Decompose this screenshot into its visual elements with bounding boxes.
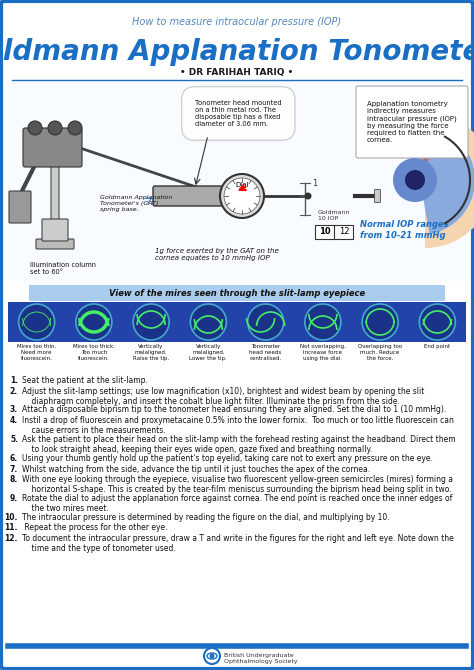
Text: To document the intraocular pressure, draw a T and write in the figures for the : To document the intraocular pressure, dr… — [22, 534, 454, 553]
Text: Vertically
malaligned.
Raise the tip.: Vertically malaligned. Raise the tip. — [133, 344, 169, 360]
Text: View of the mires seen through the slit-lamp eyepiece: View of the mires seen through the slit-… — [109, 289, 365, 297]
Text: Mires too thick.
Too much
fluorescein.: Mires too thick. Too much fluorescein. — [73, 344, 115, 360]
Text: Tonometer head mounted
on a thin metal rod. The
disposable tip has a fixed
diame: Tonometer head mounted on a thin metal r… — [195, 100, 282, 127]
Text: Illumination column
set to 60°: Illumination column set to 60° — [30, 262, 96, 275]
Circle shape — [204, 648, 220, 664]
Circle shape — [28, 121, 42, 135]
Circle shape — [68, 121, 82, 135]
Text: British Undergraduate
Ophthalmology Society: British Undergraduate Ophthalmology Soci… — [224, 653, 298, 664]
Text: 3.: 3. — [10, 405, 18, 415]
Text: Applanation tonometry
indirectly measures
intraocular pressure (IOP)
by measurin: Applanation tonometry indirectly measure… — [367, 101, 457, 143]
Text: Repeat the process for the other eye.: Repeat the process for the other eye. — [22, 523, 167, 533]
Text: Using your thumb gently hold up the patient's top eyelid, taking care not to exe: Using your thumb gently hold up the pati… — [22, 454, 433, 463]
Text: 8.: 8. — [10, 475, 18, 484]
FancyBboxPatch shape — [356, 86, 468, 158]
Circle shape — [393, 158, 437, 202]
Text: End point: End point — [424, 344, 450, 349]
Text: 5.: 5. — [10, 435, 18, 444]
Text: Instil a drop of fluorescein and proxymetacaine 0.5% into the lower fornix.  Too: Instil a drop of fluorescein and proxyme… — [22, 416, 454, 436]
Circle shape — [220, 174, 264, 218]
Text: Goldmann Applanation Tonometery: Goldmann Applanation Tonometery — [0, 38, 474, 66]
Circle shape — [18, 304, 55, 340]
FancyBboxPatch shape — [42, 219, 68, 241]
FancyBboxPatch shape — [51, 144, 59, 246]
Circle shape — [48, 121, 62, 135]
Text: Dial: Dial — [235, 182, 249, 188]
Text: Normal IOP ranges
from 10-21 mmHg: Normal IOP ranges from 10-21 mmHg — [360, 220, 448, 240]
Text: How to measure intraocular pressure (IOP): How to measure intraocular pressure (IOP… — [132, 17, 342, 27]
FancyBboxPatch shape — [9, 191, 31, 223]
Text: Goldmann Applanation
Tonometer's (GAT)
spring base.: Goldmann Applanation Tonometer's (GAT) s… — [100, 195, 173, 212]
Text: 11.: 11. — [5, 523, 18, 533]
Text: 9.: 9. — [10, 494, 18, 503]
Wedge shape — [420, 126, 474, 234]
Text: 10: 10 — [319, 228, 331, 237]
Text: Tonometer
head needs
centralised.: Tonometer head needs centralised. — [249, 344, 282, 360]
Text: 1g force exerted by the GAT on the
cornea equates to 10 mmHg IOP: 1g force exerted by the GAT on the corne… — [155, 248, 279, 261]
Circle shape — [419, 304, 456, 340]
Wedge shape — [425, 112, 474, 248]
Text: Adjust the slit-lamp settings; use low magnification (x10), brightest and widest: Adjust the slit-lamp settings; use low m… — [22, 387, 424, 406]
Text: 1: 1 — [312, 178, 317, 188]
Text: 4.: 4. — [10, 416, 18, 425]
FancyBboxPatch shape — [23, 128, 82, 167]
Circle shape — [304, 192, 311, 200]
Circle shape — [405, 170, 425, 190]
FancyBboxPatch shape — [315, 225, 353, 239]
Text: Ask the patient to place their head on the slit-lamp with the forehead resting a: Ask the patient to place their head on t… — [22, 435, 456, 454]
FancyBboxPatch shape — [29, 285, 445, 301]
Text: 6.: 6. — [10, 454, 18, 463]
Text: 2.: 2. — [10, 387, 18, 395]
FancyBboxPatch shape — [374, 190, 381, 202]
Text: Goldmann
10 IOP: Goldmann 10 IOP — [318, 210, 350, 221]
Text: The intraocular pressure is determined by reading the figure on the dial, and mu: The intraocular pressure is determined b… — [22, 513, 390, 522]
Circle shape — [362, 304, 398, 340]
Text: Whilst watching from the side, advance the tip until it just touches the apex of: Whilst watching from the side, advance t… — [22, 464, 370, 474]
FancyBboxPatch shape — [8, 81, 466, 281]
FancyBboxPatch shape — [8, 302, 466, 342]
Circle shape — [305, 304, 341, 340]
Text: Vertically
malaligned.
Lower the tip.: Vertically malaligned. Lower the tip. — [190, 344, 227, 360]
Text: 1.: 1. — [10, 376, 18, 385]
Circle shape — [76, 304, 112, 340]
FancyBboxPatch shape — [36, 239, 74, 249]
FancyBboxPatch shape — [153, 186, 227, 206]
Circle shape — [247, 304, 283, 340]
Text: 12.: 12. — [5, 534, 18, 543]
Text: Mires too thin.
Need more
fluorescein.: Mires too thin. Need more fluorescein. — [17, 344, 56, 360]
Text: Rotate the dial to adjust the applanation force against cornea. The end point is: Rotate the dial to adjust the applanatio… — [22, 494, 452, 513]
Text: • DR FARIHAH TARIQ •: • DR FARIHAH TARIQ • — [181, 68, 293, 76]
Circle shape — [133, 304, 169, 340]
Text: 7.: 7. — [10, 464, 18, 474]
Text: Not overlapping.
Increase force
using the dial.: Not overlapping. Increase force using th… — [300, 344, 346, 360]
Circle shape — [210, 653, 215, 659]
Text: Seat the patient at the slit-lamp.: Seat the patient at the slit-lamp. — [22, 376, 148, 385]
Circle shape — [191, 304, 227, 340]
Text: With one eye looking through the eyepiece, visualise two fluorescent yellow-gree: With one eye looking through the eyepiec… — [22, 475, 453, 494]
Text: 10.: 10. — [5, 513, 18, 522]
Wedge shape — [413, 112, 437, 180]
Text: 12: 12 — [339, 228, 349, 237]
Text: Attach a disposable biprism tip to the tonometer head ensuring they are aligned.: Attach a disposable biprism tip to the t… — [22, 405, 446, 415]
Text: Overlapping too
much. Reduce
the force.: Overlapping too much. Reduce the force. — [358, 344, 402, 360]
Circle shape — [224, 178, 260, 214]
